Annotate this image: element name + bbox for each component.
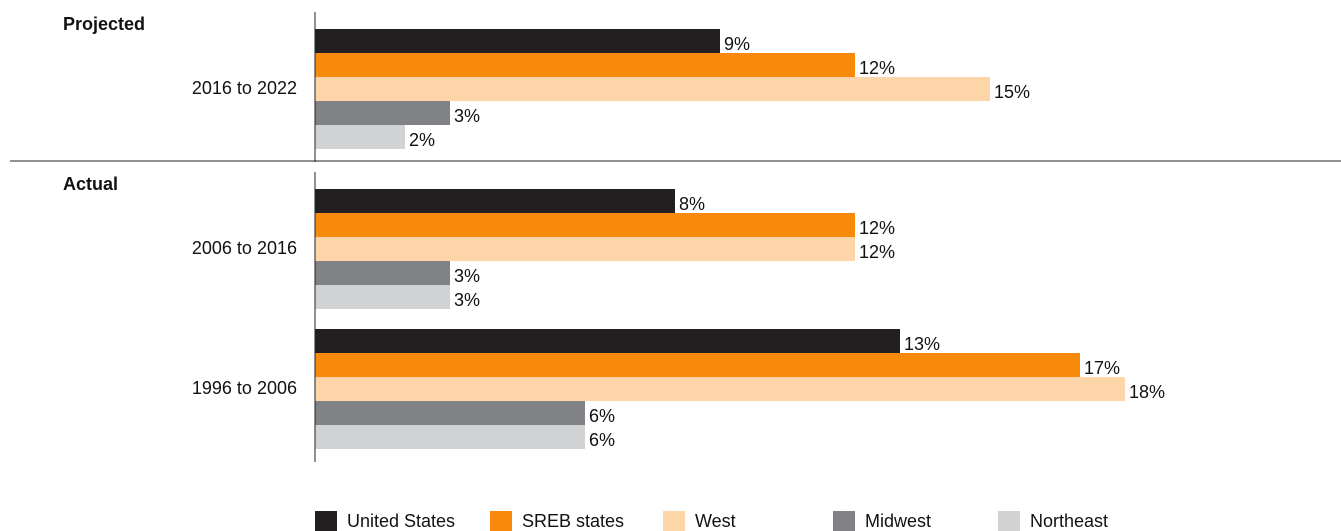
group-label: Projected bbox=[63, 14, 145, 34]
value-label: 8% bbox=[679, 194, 705, 214]
category-label: 2006 to 2016 bbox=[192, 238, 297, 258]
value-label: 12% bbox=[859, 58, 895, 78]
value-label: 12% bbox=[859, 242, 895, 262]
value-label: 18% bbox=[1129, 382, 1165, 402]
bar bbox=[315, 237, 855, 261]
value-label: 13% bbox=[904, 334, 940, 354]
value-label: 3% bbox=[454, 266, 480, 286]
bar bbox=[315, 353, 1080, 377]
bar bbox=[315, 377, 1125, 401]
bar bbox=[315, 189, 675, 213]
value-label: 17% bbox=[1084, 358, 1120, 378]
legend-swatch bbox=[663, 511, 685, 531]
category-label: 1996 to 2006 bbox=[192, 378, 297, 398]
legend-label: Midwest bbox=[865, 511, 931, 531]
value-label: 12% bbox=[859, 218, 895, 238]
bar bbox=[315, 329, 900, 353]
bar bbox=[315, 125, 405, 149]
legend-swatch bbox=[315, 511, 337, 531]
value-label: 6% bbox=[589, 406, 615, 426]
bar bbox=[315, 53, 855, 77]
value-label: 3% bbox=[454, 290, 480, 310]
category-label: 2016 to 2022 bbox=[192, 78, 297, 98]
value-label: 15% bbox=[994, 82, 1030, 102]
legend-label: SREB states bbox=[522, 511, 624, 531]
bar bbox=[315, 77, 990, 101]
legend-swatch bbox=[998, 511, 1020, 531]
legend-label: Northeast bbox=[1030, 511, 1108, 531]
bar bbox=[315, 425, 585, 449]
legend-label: West bbox=[695, 511, 736, 531]
bar bbox=[315, 401, 585, 425]
legend-label: United States bbox=[347, 511, 455, 531]
group-label: Actual bbox=[63, 174, 118, 194]
bar bbox=[315, 261, 450, 285]
legend-swatch bbox=[833, 511, 855, 531]
bar bbox=[315, 29, 720, 53]
value-label: 2% bbox=[409, 130, 435, 150]
bar bbox=[315, 285, 450, 309]
legend-swatch bbox=[490, 511, 512, 531]
bar bbox=[315, 101, 450, 125]
value-label: 6% bbox=[589, 430, 615, 450]
value-label: 3% bbox=[454, 106, 480, 126]
bar bbox=[315, 213, 855, 237]
value-label: 9% bbox=[724, 34, 750, 54]
